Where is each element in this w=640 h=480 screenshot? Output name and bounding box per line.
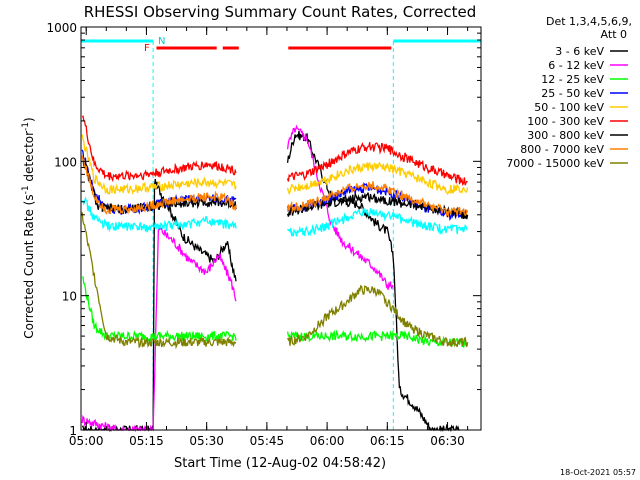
- y-tick-label: 1000: [46, 21, 77, 35]
- series-layer: [81, 115, 469, 433]
- plot-frame: [80, 26, 482, 431]
- series-line-7000-15000-kev: [81, 212, 469, 350]
- chart-title: RHESSI Observing Summary Count Rates, Co…: [84, 3, 477, 21]
- legend-label: 6 - 12 keV: [548, 59, 604, 72]
- legend-label: 3 - 6 keV: [555, 45, 604, 58]
- x-tick-label: 05:00: [69, 434, 104, 448]
- series-line-12-25-kev: [82, 276, 469, 349]
- x-tick-label: 05:15: [129, 434, 164, 448]
- legend-label: 100 - 300 keV: [527, 115, 604, 128]
- y-tick-label: 1: [69, 424, 77, 438]
- series-line-6-12-kev: [81, 124, 394, 433]
- y-axis-label-sup2: -1: [21, 122, 31, 131]
- flare-marker-label: F: [144, 43, 150, 54]
- y-tick-label: 10: [62, 290, 77, 304]
- y-axis-label-part3: ): [22, 117, 36, 122]
- legend-header-line1: Det 1,3,4,5,6,9,: [546, 15, 632, 28]
- legend-label: 25 - 50 keV: [541, 87, 604, 100]
- x-tick-label: 05:30: [189, 434, 224, 448]
- legend-header-line2: Att 0: [601, 28, 627, 41]
- y-axis-label-part1: Corrected Count Rate (s: [22, 194, 36, 338]
- legend-label: 800 - 7000 keV: [520, 143, 604, 156]
- series-line-300-800-kev: [81, 157, 469, 220]
- y-axis-label-part2: detector: [22, 131, 36, 186]
- x-tick-label: 05:45: [250, 434, 285, 448]
- series-line-unlabeled: [82, 195, 468, 237]
- night-marker-label: N: [158, 36, 165, 47]
- series-line-800-7000-kev: [81, 155, 468, 218]
- x-tick-label: 06:15: [370, 434, 405, 448]
- y-axis-label: Corrected Count Rate (s-1 detector-1): [21, 117, 36, 338]
- legend-label: 7000 - 15000 keV: [506, 157, 604, 170]
- legend-label: 50 - 100 keV: [534, 101, 604, 114]
- y-axis-label-sup1: -1: [21, 185, 31, 194]
- timestamp: 18-Oct-2021 05:57: [560, 468, 636, 477]
- legend-label: 300 - 800 keV: [527, 129, 604, 142]
- series-line-50-100-kev: [81, 134, 469, 196]
- x-axis-label: Start Time (12-Aug-02 04:58:42): [174, 456, 386, 471]
- tick-layer: 05:00 05:15 05:30 05:45 06:00 06:15 06:30 1 10 10…: [46, 21, 481, 448]
- x-tick-label: 06:30: [430, 434, 465, 448]
- x-tick-label: 06:00: [310, 434, 345, 448]
- y-tick-label: 100: [54, 155, 77, 169]
- legend-label: 12 - 25 keV: [541, 73, 604, 86]
- series-line-100-300-kev: [81, 115, 468, 187]
- marker-layer: [81, 39, 482, 430]
